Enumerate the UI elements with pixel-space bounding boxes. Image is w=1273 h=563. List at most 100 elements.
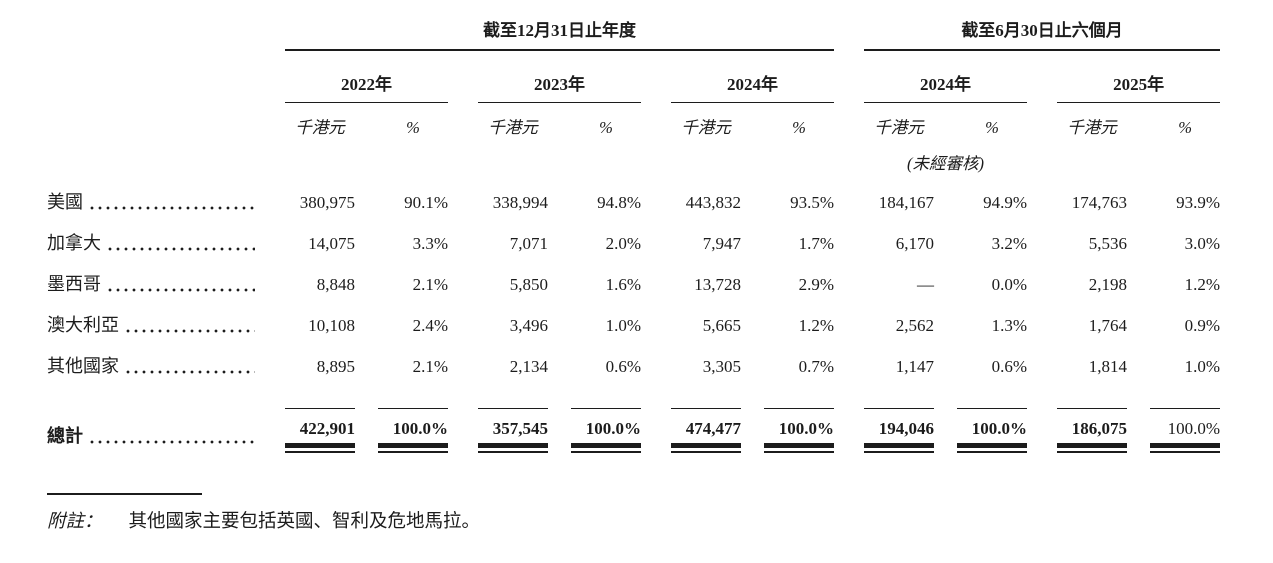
row-label: 美國 xyxy=(47,192,83,212)
percent-label: % xyxy=(406,118,420,137)
table-row-other-countries: 其他國家 8,895 2.1% 2,134 0.6% 3,305 0.7% 1,… xyxy=(47,342,1220,383)
table-cell: 1.6% xyxy=(605,275,641,294)
table-cell: 5,850 xyxy=(509,275,548,294)
table-row-canada: 加拿大 14,075 3.3% 7,071 2.0% 7,947 1.7% 6,… xyxy=(47,219,1220,260)
footnote: 附註： 其他國家主要包括英國、智利及危地馬拉。 xyxy=(47,493,1273,533)
table-cell: 380,975 xyxy=(299,193,355,212)
table-row-australia: 澳大利亞 10,108 2.4% 3,496 1.0% 5,665 1.2% 2… xyxy=(47,301,1220,342)
table-cell: 10,108 xyxy=(308,316,355,335)
unit-label: 千港元 xyxy=(874,118,924,137)
table-cell: 2.9% xyxy=(798,275,835,294)
row-label: 澳大利亞 xyxy=(47,315,119,335)
period-group-annual: 截至12月31日止年度 xyxy=(285,10,835,51)
year-header-interim-2024: 2024年 xyxy=(864,50,1028,103)
percent-label: % xyxy=(1178,118,1192,137)
total-cell: 100.0% xyxy=(571,408,641,453)
table-cell: 3,305 xyxy=(702,357,741,376)
dot-leader xyxy=(124,319,255,337)
table-cell: 5,665 xyxy=(702,316,741,335)
total-cell: 100.0% xyxy=(378,408,448,453)
table-cell: 1.0% xyxy=(1184,357,1221,376)
total-cell: 100.0% xyxy=(764,408,835,453)
total-cell: 186,075 xyxy=(1057,408,1128,453)
table-cell: 93.9% xyxy=(1176,193,1221,212)
unit-label: 千港元 xyxy=(488,118,538,137)
period-group-header-row: 截至12月31日止年度 截至6月30日止六個月 xyxy=(47,10,1221,51)
table-cell: 94.8% xyxy=(597,193,641,212)
footnote-divider xyxy=(47,493,202,495)
total-row-label: 總計 xyxy=(47,426,83,446)
year-header-2022: 2022年 xyxy=(285,50,448,103)
total-cell: 194,046 xyxy=(864,408,935,453)
table-cell: 1.2% xyxy=(1184,275,1221,294)
row-label: 墨西哥 xyxy=(47,274,101,294)
table-cell: 443,832 xyxy=(685,193,741,212)
table-cell: 0.6% xyxy=(605,357,641,376)
document-page: 截至12月31日止年度 截至6月30日止六個月 2022年 2023年 2024… xyxy=(47,10,1273,533)
row-label: 其他國家 xyxy=(47,356,119,376)
table-cell: 2.4% xyxy=(412,316,448,335)
percent-label: % xyxy=(599,118,613,137)
year-header-row: 2022年 2023年 2024年 2024年 2025年 xyxy=(47,50,1221,103)
year-header-2023: 2023年 xyxy=(478,50,641,103)
dot-leader xyxy=(106,237,255,255)
table-cell: 1.3% xyxy=(991,316,1028,335)
table-cell: 3.2% xyxy=(991,234,1028,253)
footnote-label: 附註： xyxy=(47,512,103,532)
table-row-usa: 美國 380,975 90.1% 338,994 94.8% 443,832 9… xyxy=(47,178,1220,219)
total-cell: 100.0% xyxy=(957,408,1028,453)
unit-label: 千港元 xyxy=(295,118,345,137)
row-label: 加拿大 xyxy=(47,233,101,253)
footnote-body: 其他國家主要包括英國、智利及危地馬拉。 xyxy=(128,512,481,532)
unit-label: 千港元 xyxy=(1067,118,1117,137)
table-cell: 3.0% xyxy=(1184,234,1221,253)
table-cell: 8,895 xyxy=(316,357,355,376)
table-cell: 8,848 xyxy=(316,275,355,294)
dot-leader xyxy=(88,196,255,214)
dot-leader xyxy=(88,430,255,448)
table-cell: 14,075 xyxy=(308,234,355,253)
total-cell: 474,477 xyxy=(671,408,741,453)
percent-label: % xyxy=(792,118,806,137)
table-row-total: 總計 422,901 100.0% 357,545 100.0% 474,477… xyxy=(47,395,1221,453)
unaudited-note: (未經審核) xyxy=(907,154,985,173)
table-cell: 1,814 xyxy=(1088,357,1128,376)
table-cell: 7,947 xyxy=(702,234,741,253)
table-cell: 184,167 xyxy=(878,193,935,212)
table-cell: 2,198 xyxy=(1088,275,1128,294)
total-cell: 422,901 xyxy=(285,408,355,453)
table-cell: 6,170 xyxy=(895,234,935,253)
dot-leader xyxy=(124,360,255,378)
table-cell: 7,071 xyxy=(509,234,548,253)
table-cell: 174,763 xyxy=(1071,193,1128,212)
period-group-interim: 截至6月30日止六個月 xyxy=(864,10,1221,51)
table-cell: 0.6% xyxy=(991,357,1028,376)
unit-header-row: 千港元 % 千港元 % 千港元 % 千港元 % 千港元 % xyxy=(47,102,1220,140)
table-cell: 1,764 xyxy=(1088,316,1128,335)
table-row-mexico: 墨西哥 8,848 2.1% 5,850 1.6% 13,728 2.9% — … xyxy=(47,260,1220,301)
table-cell: 1.2% xyxy=(798,316,835,335)
table-cell: 2,562 xyxy=(895,316,935,335)
table-cell: — xyxy=(917,275,935,294)
table-cell: 13,728 xyxy=(694,275,741,294)
table-cell: 1.0% xyxy=(605,316,641,335)
year-header-2024: 2024年 xyxy=(671,50,835,103)
table-cell: 2.1% xyxy=(412,357,448,376)
percent-label: % xyxy=(985,118,999,137)
total-cell: 100.0% xyxy=(1150,408,1221,453)
table-cell: 0.0% xyxy=(991,275,1028,294)
geographic-revenue-table: 截至12月31日止年度 截至6月30日止六個月 2022年 2023年 2024… xyxy=(47,10,1221,453)
table-cell: 338,994 xyxy=(492,193,548,212)
table-cell: 0.7% xyxy=(798,357,835,376)
table-cell: 1.7% xyxy=(798,234,835,253)
table-cell: 90.1% xyxy=(404,193,448,212)
table-cell: 93.5% xyxy=(790,193,835,212)
unit-label: 千港元 xyxy=(681,118,731,137)
dot-leader xyxy=(106,278,255,296)
table-cell: 3,496 xyxy=(509,316,548,335)
table-cell: 2.0% xyxy=(605,234,641,253)
table-cell: 94.9% xyxy=(983,193,1028,212)
table-cell: 1,147 xyxy=(895,357,935,376)
total-cell: 357,545 xyxy=(478,408,548,453)
table-cell: 3.3% xyxy=(412,234,448,253)
